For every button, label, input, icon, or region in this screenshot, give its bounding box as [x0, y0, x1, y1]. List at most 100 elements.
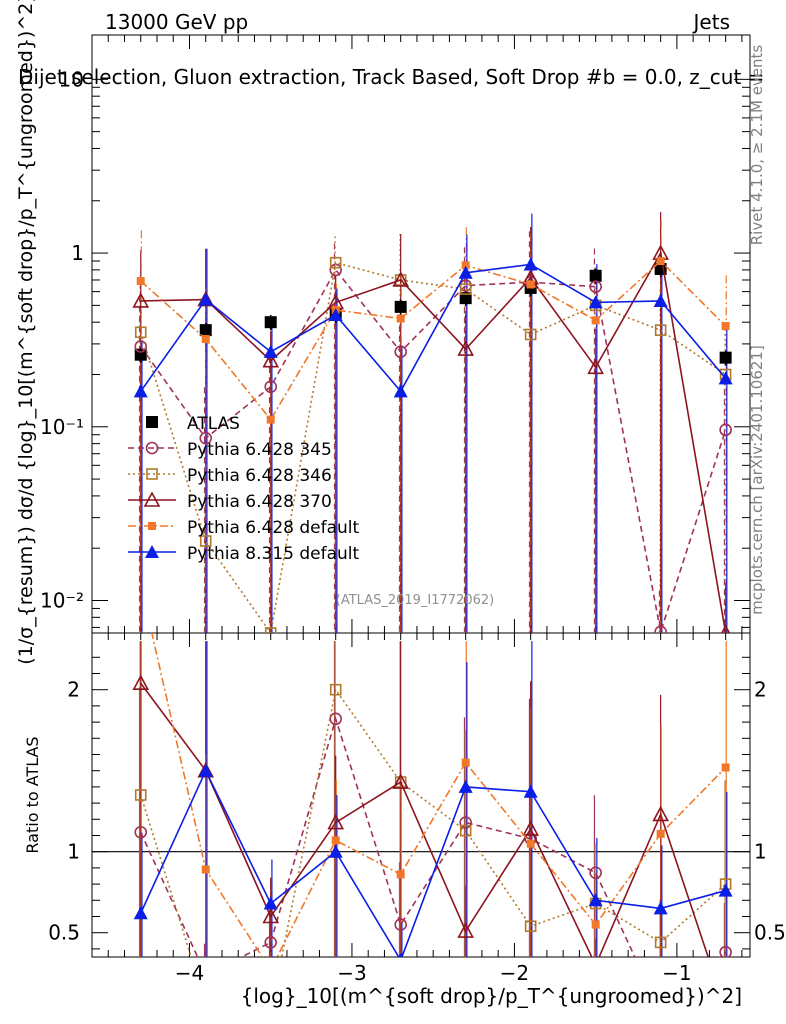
- series-line-p8: [140, 263, 727, 393]
- ratio-y-tick-label: 2: [754, 678, 767, 702]
- ratio-panel: [92, 633, 750, 1018]
- y-tick-label: 10: [59, 67, 84, 91]
- ratio-point-pdef: [526, 839, 535, 848]
- ratio-point-p8: [198, 763, 213, 777]
- data-point-pdef: [461, 261, 470, 270]
- ratio-series-area: [132, 633, 733, 1018]
- legend-label-p346: Pythia 6.428 346: [187, 466, 332, 486]
- y-tick-label: 10⁻²: [40, 588, 84, 612]
- data-point-pdef: [201, 335, 210, 344]
- data-point-p345: [264, 380, 278, 394]
- ratio-point-p8: [398, 953, 403, 957]
- ratio-point-p8: [588, 893, 603, 907]
- data-point-atlas: [459, 292, 472, 305]
- ratio-point-p370: [652, 805, 669, 822]
- mcplots-label: mcplots.cern.ch [arXiv:2401.10621]: [748, 345, 766, 615]
- ratio-y-tick-label: 1: [67, 840, 80, 864]
- ratio-point-p370: [457, 922, 475, 938]
- data-point-p8: [393, 384, 408, 398]
- ratio-point-p8: [653, 901, 668, 915]
- data-point-p8: [653, 293, 668, 307]
- ratio-point-p346: [329, 683, 342, 696]
- ratio-y-tick-label: 0.5: [754, 921, 786, 945]
- ratio-line-p346: [139, 687, 727, 957]
- ratio-point-p8: [718, 883, 733, 897]
- ratio-y-tick-label: 2: [67, 678, 80, 702]
- plot-title: Dijet selection, Gluon extraction, Track…: [18, 65, 764, 89]
- ratio-point-p346: [201, 999, 211, 1009]
- ratio-y-tick-label: 1: [754, 840, 767, 864]
- header-right: Jets: [692, 10, 730, 34]
- data-point-p346: [134, 326, 147, 339]
- data-point-p346: [264, 627, 277, 633]
- main-panel: [132, 212, 733, 633]
- data-point-atlas: [394, 300, 407, 313]
- legend-marker-p370: [143, 491, 161, 507]
- ratio-point-p8: [328, 844, 343, 858]
- series-line-pdef: [140, 259, 727, 421]
- ratio-y-label: Ratio to ATLAS: [23, 736, 42, 853]
- data-point-p346: [654, 324, 667, 336]
- data-point-p8: [328, 308, 343, 322]
- header-left: 13000 GeV pp: [105, 10, 248, 34]
- data-point-p346: [394, 274, 407, 286]
- x-axis-label: {log}_10[(m^{soft drop}/p_T^{ungroomed})…: [241, 984, 742, 1008]
- ratio-point-p345: [329, 712, 343, 726]
- ratio-point-p345: [589, 866, 602, 880]
- ratio-point-p370: [522, 820, 540, 836]
- data-point-p345: [719, 423, 732, 437]
- data-point-p8: [458, 265, 473, 279]
- data-point-p8: [523, 257, 538, 271]
- ratio-point-p345: [264, 936, 278, 949]
- data-point-pdef: [526, 280, 535, 289]
- rivet-label: Rivet 4.1.0, ≥ 2.1M events: [748, 45, 766, 246]
- ratio-point-p370: [132, 674, 150, 691]
- ratio-point-pdef: [331, 836, 340, 845]
- x-tick-label: −3: [337, 961, 366, 985]
- data-point-pdef: [721, 322, 730, 331]
- ratio-point-p345: [459, 816, 472, 829]
- series-line-p345: [140, 268, 727, 633]
- ratio-point-p346: [459, 824, 472, 837]
- x-tick-label: −1: [662, 961, 691, 985]
- legend-label-p370: Pythia 6.428 370: [187, 492, 332, 512]
- y-tick-label: 1: [71, 241, 84, 265]
- ratio-point-pdef: [396, 870, 405, 879]
- ratio-point-p8: [458, 779, 473, 793]
- data-point-p8: [133, 384, 148, 398]
- data-point-p370: [587, 358, 604, 375]
- data-point-p345: [199, 431, 213, 445]
- data-point-p346: [459, 283, 472, 295]
- x-tick-label: −2: [500, 961, 529, 985]
- watermark: (ATLAS_2019_I1772062): [336, 593, 494, 608]
- data-point-pdef: [656, 257, 665, 266]
- data-point-atlas: [589, 269, 602, 282]
- ratio-point-p345: [655, 1007, 666, 1018]
- legend-marker-p346: [146, 468, 158, 480]
- data-point-pdef: [591, 316, 600, 325]
- ratio-point-p345: [134, 825, 148, 839]
- data-point-atlas: [264, 316, 277, 329]
- ratio-point-pdef: [201, 865, 210, 874]
- data-point-pdef: [266, 415, 275, 424]
- data-point-atlas: [199, 324, 212, 337]
- ratio-point-p8: [133, 906, 148, 920]
- ratio-point-p345: [394, 918, 407, 931]
- ratio-point-p346: [524, 920, 537, 933]
- legend-label-atlas: ATLAS: [187, 414, 240, 434]
- ratio-line-p370: [140, 682, 709, 957]
- data-point-p345: [134, 340, 148, 353]
- x-tick-label: −4: [175, 961, 204, 985]
- ratio-point-p370: [595, 956, 596, 957]
- ratio-point-p370: [392, 773, 410, 789]
- legend-marker-p8: [145, 545, 159, 558]
- data-point-p345: [589, 280, 602, 294]
- data-point-p8: [588, 295, 603, 309]
- data-point-p370: [720, 624, 731, 633]
- ratio-point-p346: [394, 776, 407, 788]
- legend-label-p345: Pythia 6.428 345: [187, 440, 332, 460]
- ratio-point-p345: [719, 945, 732, 957]
- ratio-point-p8: [523, 784, 538, 798]
- legend-marker-p345: [145, 441, 159, 455]
